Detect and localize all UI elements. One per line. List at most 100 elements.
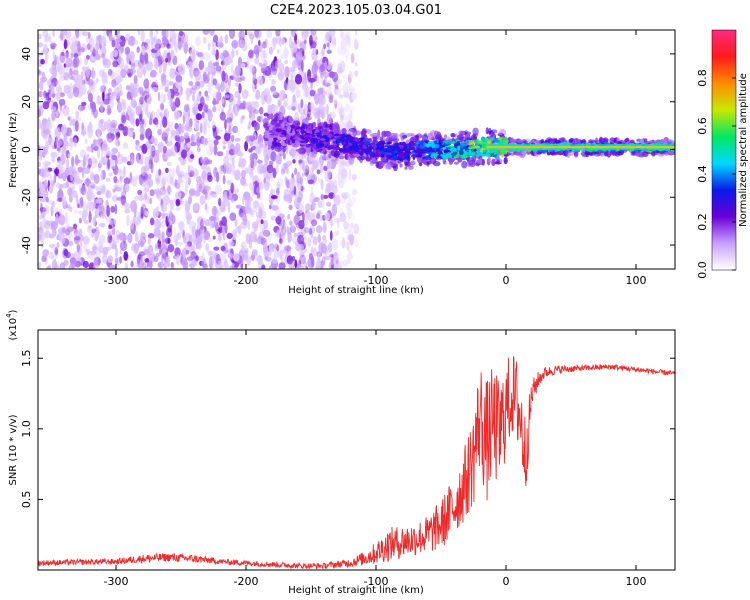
noise-cell [178, 30, 184, 37]
noise-cell [101, 254, 108, 264]
noise-cell [300, 176, 303, 185]
noise-cell [116, 196, 123, 201]
signal-halo-cell [481, 158, 486, 167]
noise-cell [146, 260, 153, 269]
noise-cell [249, 153, 254, 163]
noise-cell [320, 193, 324, 200]
noise-cell [353, 223, 360, 235]
noise-cell [155, 30, 159, 35]
noise-cell [134, 230, 139, 243]
noise-cell [73, 56, 80, 67]
noise-cell [316, 225, 323, 234]
signal-halo-cell [274, 145, 283, 152]
signal-halo-cell [421, 134, 428, 142]
noise-cell [275, 216, 282, 225]
noise-cell [224, 34, 229, 44]
noise-cell [108, 32, 113, 42]
noise-cell [296, 171, 301, 184]
noise-cell [111, 39, 116, 48]
noise-cell [277, 99, 281, 108]
noise-cell [49, 251, 54, 260]
signal-core-cell [450, 147, 457, 153]
noise-cell [213, 34, 219, 43]
noise-cell [126, 53, 130, 65]
noise-cell [175, 127, 180, 137]
signal-halo-cell [572, 138, 581, 146]
noise-cell [137, 30, 141, 36]
noise-cell [228, 124, 232, 136]
noise-cell [112, 49, 119, 57]
noise-cell [277, 250, 285, 260]
noise-cell [207, 122, 211, 129]
noise-cell [221, 216, 227, 227]
signal-core-cell [368, 138, 373, 143]
noise-cell [350, 196, 357, 205]
noise-cell [258, 208, 263, 219]
noise-cell [65, 158, 70, 169]
noise-cell [162, 129, 169, 138]
snr-x-tick-label: -200 [234, 575, 259, 588]
noise-cell [297, 234, 305, 245]
noise-cell [215, 49, 220, 61]
noise-cell [175, 206, 181, 212]
noise-cell [144, 210, 149, 217]
noise-cell [157, 142, 165, 153]
noise-cell [274, 60, 280, 70]
signal-core-cell [339, 148, 344, 153]
noise-cell [140, 151, 144, 161]
noise-cell [52, 30, 55, 37]
noise-cell [196, 131, 200, 137]
noise-cell [213, 91, 219, 101]
noise-cell [191, 259, 195, 269]
noise-cell [50, 89, 55, 95]
noise-cell [86, 177, 90, 188]
noise-cell [251, 229, 257, 237]
noise-cell [163, 94, 167, 103]
noise-cell [289, 69, 296, 78]
noise-cell [256, 255, 263, 265]
noise-cell [322, 255, 326, 267]
noise-cell [193, 202, 201, 210]
noise-cell [331, 238, 339, 251]
noise-cell [50, 41, 56, 46]
noise-cell [121, 100, 127, 112]
signal-halo-cell [301, 123, 309, 129]
noise-cell [203, 230, 210, 241]
noise-cell [101, 185, 106, 195]
noise-cell [157, 221, 161, 229]
noise-cell [202, 164, 208, 172]
noise-cell [140, 165, 147, 176]
noise-cell [279, 69, 284, 78]
noise-cell [346, 208, 353, 218]
noise-cell [149, 120, 152, 125]
noise-cell [187, 177, 191, 186]
noise-cell [125, 85, 131, 91]
noise-cell [68, 68, 73, 80]
noise-cell [216, 228, 222, 235]
noise-cell [288, 178, 295, 191]
noise-cell [314, 93, 320, 105]
noise-cell [78, 217, 82, 224]
signal-core-cell [290, 124, 295, 129]
noise-cell [87, 31, 91, 39]
noise-cell [168, 168, 176, 178]
noise-cell [204, 203, 208, 211]
noise-cell [38, 70, 42, 75]
noise-cell [175, 254, 181, 266]
noise-cell [262, 50, 266, 58]
noise-cell [107, 158, 110, 170]
noise-cell [189, 72, 193, 79]
signal-core-cell [422, 156, 426, 160]
noise-cell [186, 95, 190, 101]
noise-cell [181, 35, 186, 48]
noise-cell [320, 243, 327, 254]
noise-cell [116, 92, 121, 104]
noise-cell [83, 209, 89, 218]
noise-cell [173, 227, 177, 238]
noise-cell [271, 79, 276, 85]
noise-cell [262, 163, 269, 175]
noise-cell [149, 217, 155, 226]
noise-cell [267, 104, 273, 114]
noise-cell [160, 103, 165, 111]
